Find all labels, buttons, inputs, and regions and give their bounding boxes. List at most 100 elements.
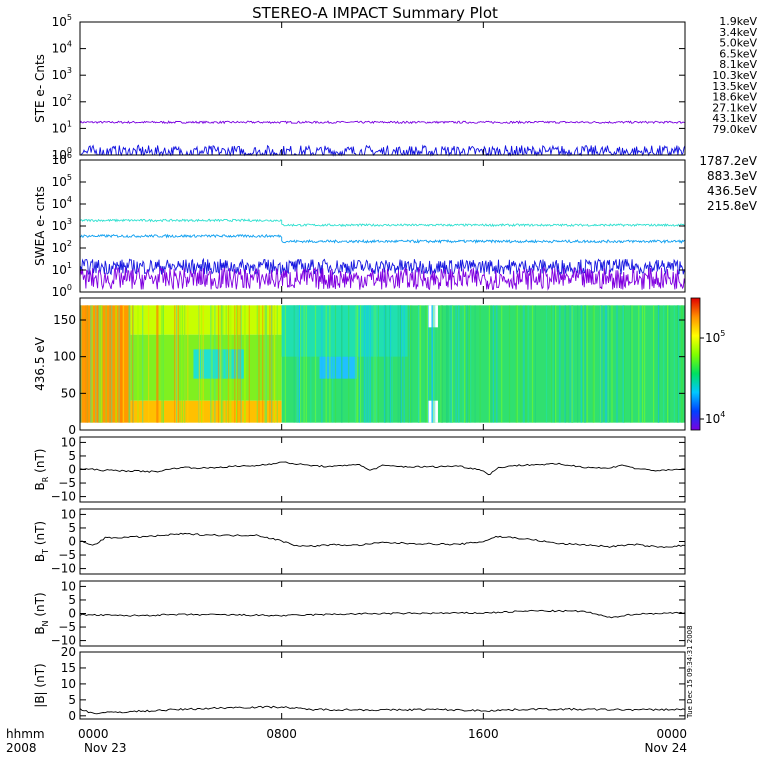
- heatmap-streak: [531, 305, 534, 423]
- series-215.8eV: [79, 218, 685, 228]
- heatmap-streak: [622, 305, 624, 423]
- heatmap-streak: [240, 305, 242, 423]
- heatmap-streak: [639, 305, 641, 423]
- heatmap-streak: [373, 305, 375, 423]
- x-axis-corner-label: hhmm: [6, 727, 45, 741]
- heatmap-streak: [572, 305, 574, 423]
- heatmap-streak: [470, 305, 472, 423]
- heatmap-streak: [455, 305, 457, 423]
- y-tick-label: 5: [68, 449, 76, 463]
- y-tick-label: 10: [61, 579, 76, 593]
- series-|B|: [79, 705, 686, 715]
- heatmap-streak: [677, 305, 679, 423]
- x-axis-corner-label: 2008: [6, 741, 37, 755]
- heatmap-streak: [129, 305, 131, 423]
- heatmap-streak: [119, 305, 121, 423]
- heatmap-streak: [115, 305, 117, 423]
- y-axis-label-unit: (nT): [33, 521, 47, 549]
- heatmap-streak: [366, 305, 368, 423]
- y-tick-label: 100: [52, 146, 72, 162]
- legend-entry: 436.5eV: [707, 184, 758, 198]
- y-tick-label: 100: [52, 283, 72, 299]
- heatmap-streak: [440, 305, 442, 423]
- y-tick-label-base: 10: [52, 219, 67, 233]
- legend-entry: 79.0keV: [712, 123, 757, 136]
- y-tick-label: 101: [52, 119, 72, 135]
- heatmap-streak: [98, 305, 100, 423]
- colorbar-label: 105: [705, 329, 725, 345]
- y-tick-label: 105: [52, 13, 72, 29]
- legend-entry: 13.5keV: [712, 80, 757, 93]
- heatmap-streak: [611, 305, 613, 423]
- y-tick-label-base: 10: [52, 148, 67, 162]
- colorbar-label-base: 10: [705, 412, 720, 426]
- heatmap-streak: [364, 305, 366, 423]
- legend-entry: 18.6keV: [712, 91, 757, 104]
- heatmap-streak: [479, 305, 481, 423]
- heatmap-streak: [156, 305, 158, 423]
- series-BN: [79, 609, 686, 619]
- heatmap-streak: [451, 305, 453, 423]
- heatmap-streak: [99, 305, 101, 423]
- legend-entry: 1.9keV: [719, 15, 757, 28]
- heatmap-streak: [551, 305, 553, 423]
- heatmap-streak: [545, 305, 548, 423]
- y-tick-label: 101: [52, 261, 72, 277]
- heatmap-streak: [377, 305, 379, 423]
- legend-entry: 10.3keV: [712, 69, 757, 82]
- heatmap-streak: [552, 305, 554, 423]
- heatmap-streak: [630, 305, 632, 423]
- heatmap-streak: [464, 305, 466, 423]
- heatmap-streak: [516, 305, 518, 423]
- x-tick-label: 0800: [266, 727, 297, 741]
- y-axis-label: STE e- Cnts: [33, 54, 47, 123]
- y-tick-label: 150: [53, 313, 76, 327]
- heatmap-streak: [492, 305, 494, 423]
- heatmap-cell-1: [130, 305, 282, 335]
- legend-entry: 27.1keV: [712, 101, 757, 114]
- heatmap-streak: [553, 305, 556, 423]
- y-tick-label-exp: 0: [67, 283, 72, 292]
- y-tick-label-exp: 6: [67, 151, 72, 160]
- series-BT: [79, 532, 686, 548]
- heatmap-streak: [258, 305, 260, 423]
- heatmap-streak: [490, 305, 492, 423]
- y-axis-label-main: B: [33, 482, 47, 490]
- heatmap-streak: [411, 305, 413, 423]
- heatmap-streak: [329, 305, 331, 423]
- y-tick-label: 0: [68, 709, 76, 723]
- heatmap-streak: [606, 305, 608, 423]
- y-tick-label: 10: [61, 507, 76, 521]
- heatmap-streak: [432, 305, 434, 423]
- y-tick-label: 20: [61, 645, 76, 659]
- heatmap-streak: [262, 305, 264, 423]
- heatmap-streak: [211, 305, 213, 423]
- y-tick-label-base: 10: [52, 68, 67, 82]
- series-1.9keV: [79, 120, 686, 125]
- heatmap-streak: [642, 305, 644, 423]
- panel-frame: [79, 508, 686, 575]
- heatmap-streak: [400, 305, 402, 423]
- heatmap-streak: [457, 305, 460, 423]
- heatmap-streak: [580, 305, 582, 423]
- heatmap-streak: [446, 305, 448, 423]
- heatmap-streak: [449, 305, 451, 423]
- y-axis-label-unit: (nT): [33, 663, 47, 691]
- y-tick-label: 5: [68, 693, 76, 707]
- heatmap-streak: [297, 305, 299, 423]
- y-tick-label: 105: [52, 173, 72, 189]
- heatmap-streak: [607, 305, 609, 423]
- heatmap-streak: [85, 305, 87, 423]
- y-tick-label: 50: [61, 386, 76, 400]
- y-tick-label: 102: [52, 93, 72, 109]
- legend-entry: 883.3eV: [707, 169, 758, 183]
- y-tick-label-base: 10: [52, 241, 67, 255]
- y-tick-label: −10: [51, 634, 76, 648]
- y-tick-label: 10: [61, 677, 76, 691]
- heatmap-streak: [359, 305, 362, 423]
- y-axis-label-unit: (nT): [33, 449, 47, 477]
- heatmap-streak: [586, 305, 588, 423]
